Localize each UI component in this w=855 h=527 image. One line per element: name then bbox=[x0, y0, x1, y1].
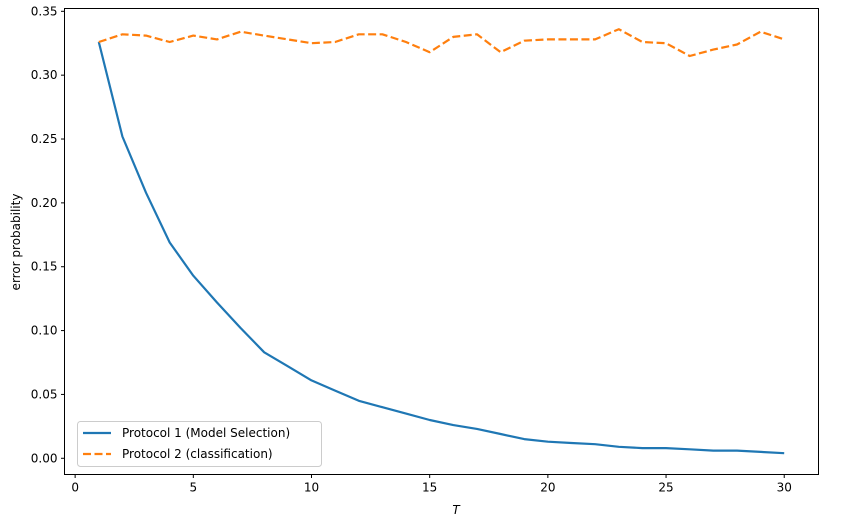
legend-label-protocol-1: Protocol 1 (Model Selection) bbox=[122, 426, 290, 440]
x-tick-label: 0 bbox=[71, 481, 79, 495]
x-tick-label: 15 bbox=[422, 481, 437, 495]
y-tick-label: 0.05 bbox=[31, 387, 58, 401]
x-axis-label: T bbox=[452, 503, 461, 517]
y-tick-label: 0.10 bbox=[31, 324, 58, 338]
legend: Protocol 1 (Model Selection) Protocol 2 … bbox=[77, 421, 322, 467]
x-tick-label: 30 bbox=[777, 481, 792, 495]
legend-label-protocol-2: Protocol 2 (classification) bbox=[122, 447, 273, 461]
y-tick-label: 0.35 bbox=[31, 4, 58, 18]
y-tick-label: 0.00 bbox=[31, 451, 58, 465]
series-line-protocol-2 bbox=[98, 28, 785, 58]
y-tick-label: 0.15 bbox=[31, 260, 58, 274]
y-tick-label: 0.25 bbox=[31, 132, 58, 146]
plot-area bbox=[64, 8, 819, 475]
x-tick-label: 10 bbox=[304, 481, 319, 495]
y-axis-label: error probability bbox=[9, 194, 23, 291]
x-tick-label: 25 bbox=[658, 481, 673, 495]
x-tick-label: 20 bbox=[540, 481, 555, 495]
y-tick-label: 0.30 bbox=[31, 68, 58, 82]
x-tick-label: 5 bbox=[189, 481, 197, 495]
series-line-protocol-1 bbox=[97, 41, 785, 455]
y-tick-label: 0.20 bbox=[31, 196, 58, 210]
